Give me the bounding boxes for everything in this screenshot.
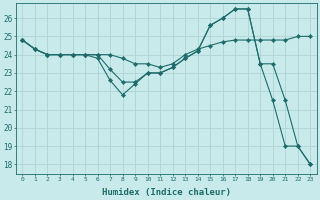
X-axis label: Humidex (Indice chaleur): Humidex (Indice chaleur)	[102, 188, 231, 197]
